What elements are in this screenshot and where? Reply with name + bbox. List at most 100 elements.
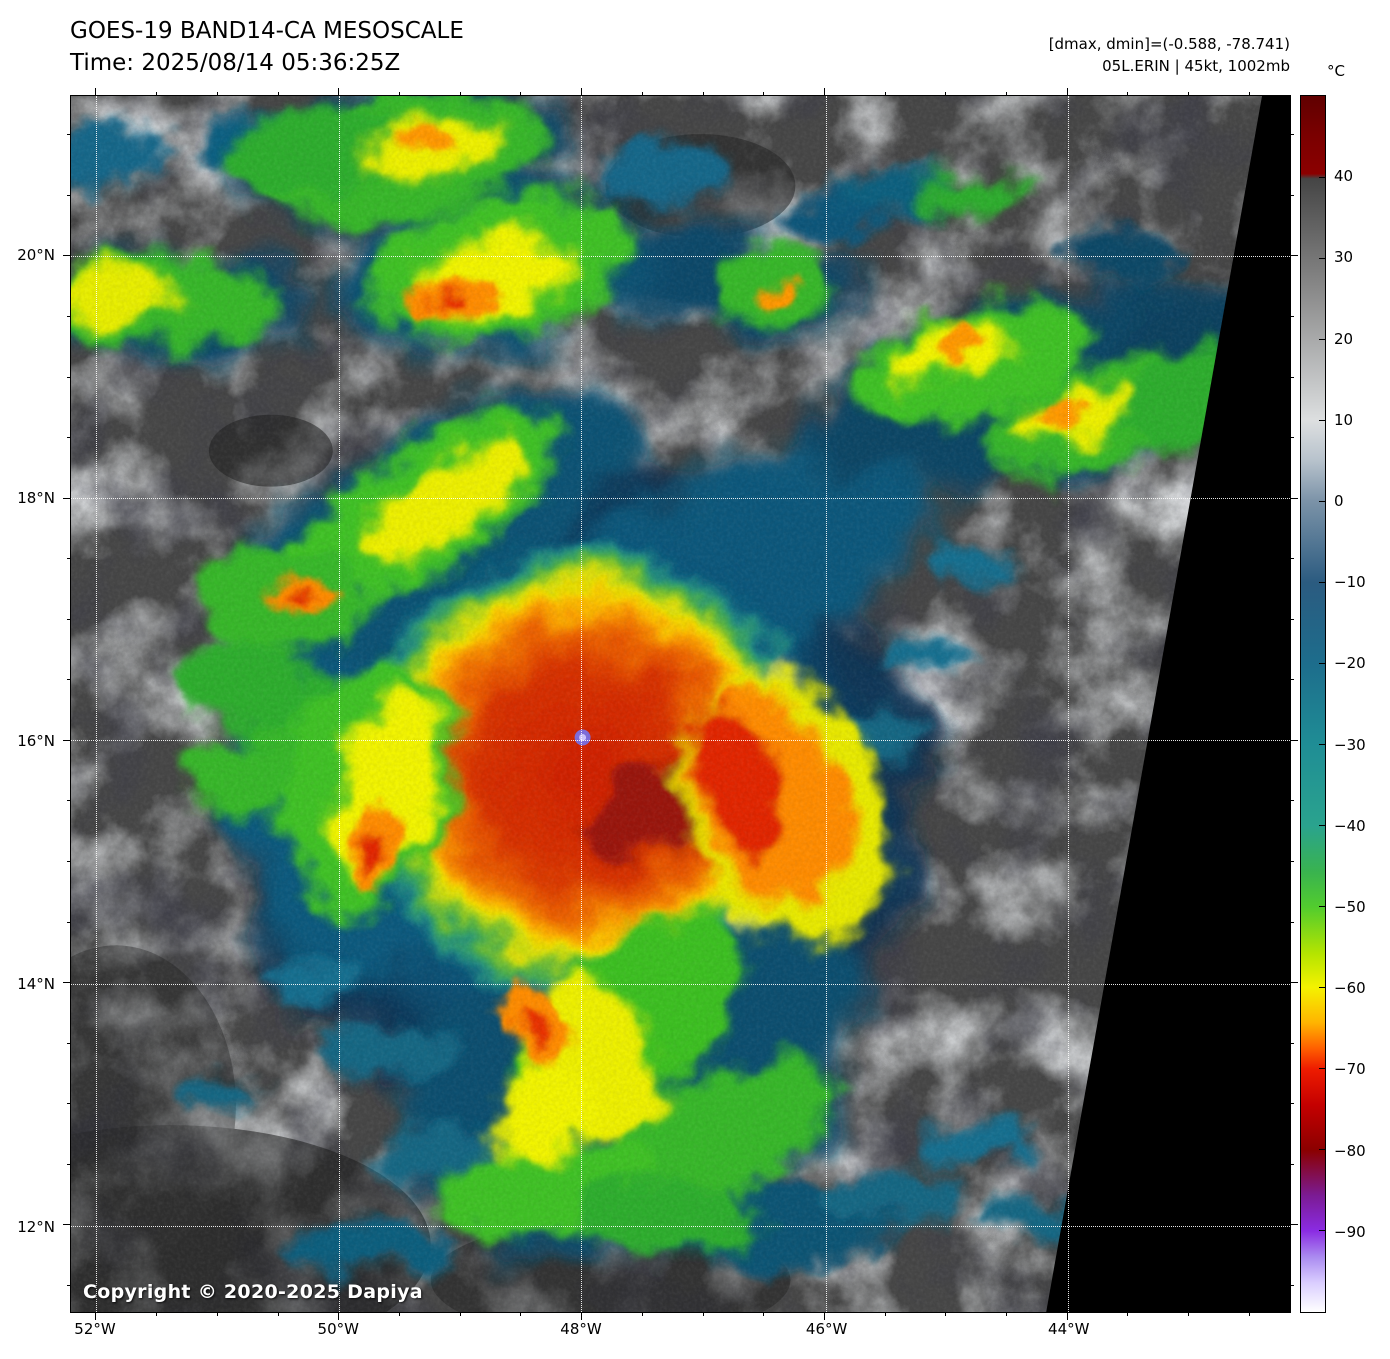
axis-tick <box>67 558 71 560</box>
header-left: GOES-19 BAND14-CA MESOSCALE Time: 2025/0… <box>70 16 464 79</box>
axis-tick <box>1290 739 1298 741</box>
colorbar-tick-label: 30 <box>1334 248 1354 267</box>
axis-tick <box>1290 497 1298 499</box>
axis-tick <box>1006 92 1008 96</box>
colorbar-tick-mark <box>1319 1068 1325 1070</box>
colorbar-tick-mark <box>1319 338 1325 340</box>
lon-tick-label: 46°W <box>805 1320 848 1338</box>
axis-tick <box>581 1312 583 1320</box>
axis-tick <box>63 982 71 984</box>
axis-tick <box>1290 376 1294 378</box>
copyright-text: Copyright © 2020-2025 Dapiya <box>83 1281 423 1303</box>
colorbar-tick-label: −90 <box>1334 1222 1366 1241</box>
axis-tick <box>945 92 947 96</box>
axis-tick <box>1290 1042 1294 1044</box>
colorbar-tick-mark <box>1319 1149 1325 1151</box>
colorbar-tick-label: 20 <box>1334 329 1354 348</box>
axis-tick <box>67 1042 71 1044</box>
axis-tick <box>156 92 158 96</box>
lat-tick-label: 14°N <box>17 975 55 994</box>
axis-tick <box>399 92 401 96</box>
axis-tick <box>67 618 71 620</box>
colorbar-unit-label: °C <box>1327 62 1345 80</box>
lon-label-row: 52°W 50°W 48°W 46°W 44°W <box>70 1320 1291 1342</box>
axis-tick <box>1188 92 1190 96</box>
axis-tick <box>459 1312 461 1316</box>
axis-tick <box>1066 88 1068 96</box>
axis-tick <box>67 679 71 681</box>
data-range-text: [dmax, dmin]=(-0.588, -78.741) <box>1048 35 1290 53</box>
axis-tick <box>702 92 704 96</box>
axis-tick <box>67 860 71 862</box>
colorbar-tick-mark <box>1319 825 1325 827</box>
axis-tick <box>63 497 71 499</box>
colorbar-tick-label: −60 <box>1334 979 1366 998</box>
axis-tick <box>1290 982 1298 984</box>
axis-tick <box>95 88 97 96</box>
colorbar-tick-label: 10 <box>1334 410 1354 429</box>
axis-tick <box>1290 800 1294 802</box>
axis-tick <box>1290 1224 1298 1226</box>
axis-tick <box>702 1312 704 1316</box>
axis-tick <box>1290 679 1294 681</box>
colorbar-label-column: 40 30 20 10 0 −10 −20 −30 −40 −50 −60 −70 −80 −90 <box>1334 95 1390 1313</box>
axis-tick <box>1290 134 1294 136</box>
satellite-imagery: Copyright © 2020-2025 Dapiya <box>71 96 1290 1312</box>
axis-tick <box>520 92 522 96</box>
axis-tick <box>67 921 71 923</box>
axis-tick <box>1290 860 1294 862</box>
axis-tick <box>67 315 71 317</box>
satellite-image-svg <box>71 96 1290 1312</box>
axis-tick <box>1290 1163 1294 1165</box>
axis-tick <box>1290 437 1294 439</box>
axis-tick <box>1127 92 1129 96</box>
colorbar-tick-mark <box>1319 500 1325 502</box>
header-right: [dmax, dmin]=(-0.588, -78.741) 05L.ERIN … <box>1049 34 1290 78</box>
colorbar-tick-mark <box>1319 176 1325 178</box>
axis-tick <box>216 92 218 96</box>
axis-tick <box>884 92 886 96</box>
axis-tick <box>1006 1312 1008 1316</box>
colorbar-tick-label: −30 <box>1334 735 1366 754</box>
colorbar-tick-mark <box>1319 662 1325 664</box>
axis-tick <box>1188 1312 1190 1316</box>
axis-tick <box>1127 1312 1129 1316</box>
colorbar-tick-label: 40 <box>1334 167 1354 186</box>
axis-tick <box>67 437 71 439</box>
axis-tick <box>1066 1312 1068 1320</box>
lon-tick-label: 48°W <box>560 1320 602 1338</box>
axis-tick <box>67 1284 71 1286</box>
axis-tick <box>67 800 71 802</box>
axis-tick <box>156 1312 158 1316</box>
colorbar-tick-mark <box>1319 987 1325 989</box>
axis-tick <box>945 1312 947 1316</box>
axis-tick <box>763 1312 765 1316</box>
lat-tick-label: 18°N <box>17 489 55 508</box>
axis-tick <box>63 1224 71 1226</box>
axis-tick <box>1290 618 1294 620</box>
no-data-wedge <box>1046 96 1290 1312</box>
axis-tick <box>67 134 71 136</box>
axis-tick <box>216 1312 218 1316</box>
axis-tick <box>581 88 583 96</box>
axis-tick <box>641 1312 643 1316</box>
colorbar-tick-label: −50 <box>1334 898 1366 916</box>
axis-tick <box>277 1312 279 1316</box>
axis-tick <box>338 88 340 96</box>
colorbar-tick-mark <box>1319 1230 1325 1232</box>
map-frame: Copyright © 2020-2025 Dapiya <box>63 88 1298 1320</box>
lat-tick-label: 20°N <box>17 246 55 265</box>
colorbar-tick-mark <box>1319 744 1325 746</box>
axis-tick <box>63 739 71 741</box>
axis-tick <box>1290 1284 1294 1286</box>
axis-tick <box>1290 1103 1294 1105</box>
axis-tick <box>338 1312 340 1320</box>
colorbar-tick-label: −10 <box>1334 573 1366 592</box>
lon-tick-label: 44°W <box>1048 1320 1090 1338</box>
colorbar-tick-label: 0 <box>1334 492 1344 510</box>
axis-tick <box>1290 558 1294 560</box>
axis-tick <box>823 88 825 96</box>
axis-tick <box>63 255 71 257</box>
axis-tick <box>67 1103 71 1105</box>
axis-tick <box>459 92 461 96</box>
